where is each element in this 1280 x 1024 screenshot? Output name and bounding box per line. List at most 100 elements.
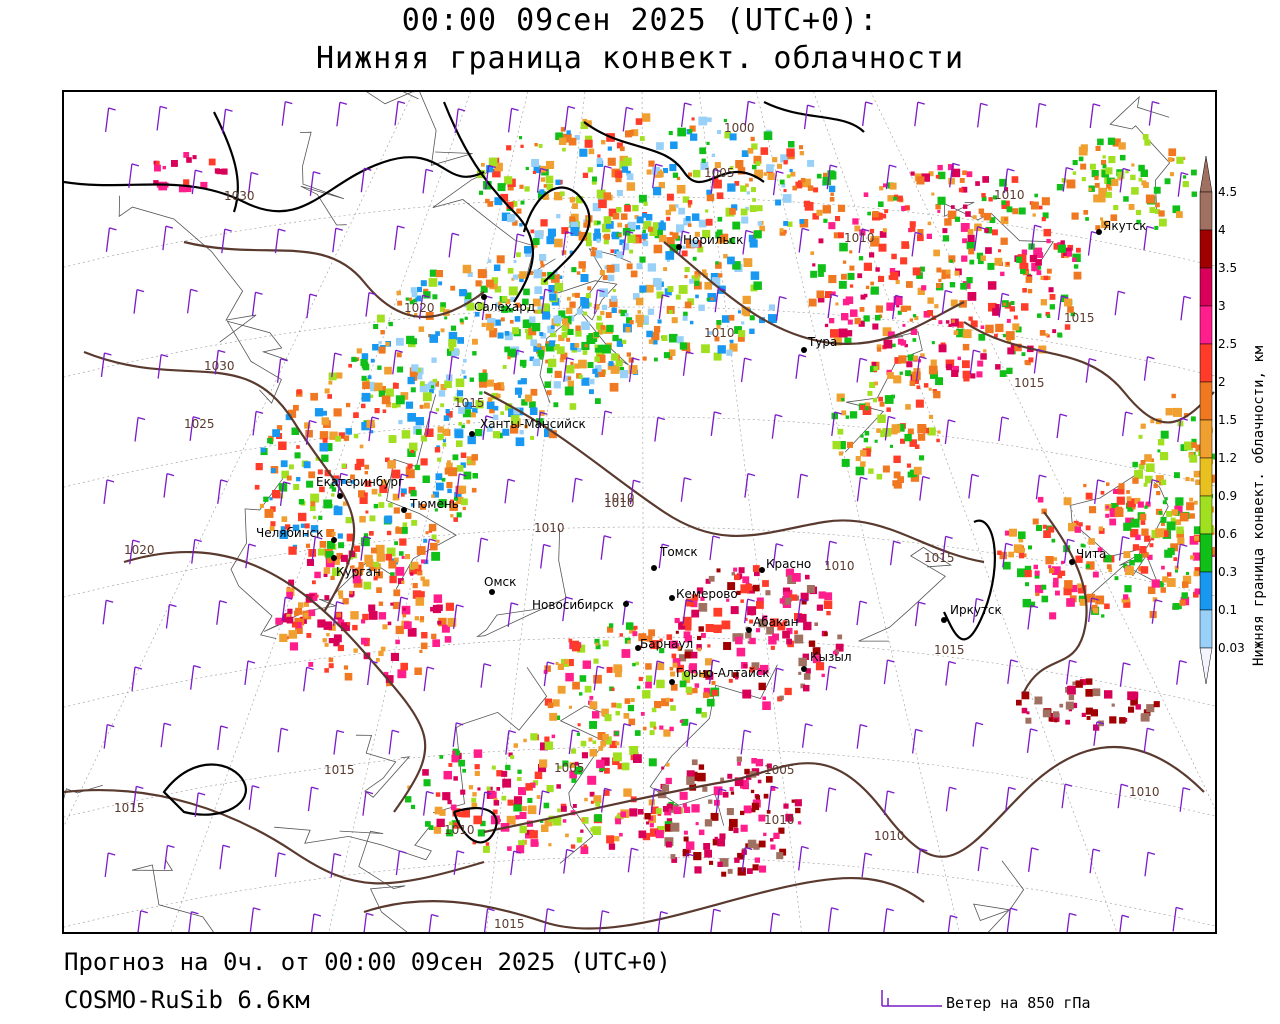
cloud-cell xyxy=(1068,522,1077,532)
cloud-cell xyxy=(786,174,791,179)
cloud-cell xyxy=(967,292,977,301)
wind-barb xyxy=(622,230,634,256)
cloud-cell xyxy=(635,297,644,306)
cloud-cell xyxy=(795,807,801,814)
cloud-cell xyxy=(445,602,454,611)
cloud-cell xyxy=(432,639,440,647)
cloud-cell xyxy=(1153,483,1158,489)
cloud-cell xyxy=(635,118,643,125)
wind-barb xyxy=(709,535,721,561)
cloud-cell xyxy=(742,576,750,584)
wind-barb xyxy=(563,848,574,874)
cloud-cell xyxy=(726,808,734,816)
wind-barb xyxy=(221,228,232,254)
admin-border xyxy=(366,92,473,166)
cloud-cell xyxy=(727,256,735,265)
cloud-cell xyxy=(378,612,387,620)
cloud-cell xyxy=(683,836,689,842)
cloud-cell xyxy=(1070,311,1075,317)
cloud-cell xyxy=(603,736,612,745)
cloud-cell xyxy=(407,417,412,422)
cloud-cell xyxy=(780,154,789,163)
cloud-cell xyxy=(578,359,587,369)
cloud-cell xyxy=(397,300,403,306)
isobar-value-label: 1010 xyxy=(604,496,635,510)
cloud-cell xyxy=(589,791,595,797)
cloud-cell xyxy=(900,340,907,346)
cloud-cell xyxy=(520,144,524,148)
wind-barb xyxy=(944,419,956,445)
isobar-value-label: 1005 xyxy=(704,166,735,180)
cloud-cell xyxy=(1130,691,1139,699)
wind-barb xyxy=(1063,538,1075,564)
cloud-cell xyxy=(756,205,763,212)
cloud-cell xyxy=(489,786,493,791)
isobar-value-label: 1015 xyxy=(324,763,355,777)
cloud-cell xyxy=(695,707,702,714)
cloud-cell xyxy=(798,671,802,675)
cloud-cell xyxy=(397,669,407,679)
cloud-cell xyxy=(869,381,876,388)
cloud-cell xyxy=(1129,559,1135,566)
cloud-cell xyxy=(619,367,624,372)
cloud-cell xyxy=(611,353,619,361)
cloud-cell xyxy=(544,381,551,388)
cloud-cell xyxy=(611,233,615,237)
cloud-cell xyxy=(920,353,925,358)
cloud-cell xyxy=(590,251,596,257)
cloud-cell xyxy=(678,621,687,630)
cloud-cell xyxy=(1080,543,1085,548)
cloud-cell xyxy=(255,463,263,471)
cloud-cell xyxy=(610,249,615,253)
cloud-cell xyxy=(1210,453,1215,460)
cloud-cell xyxy=(456,465,464,472)
cloud-cell xyxy=(599,765,605,772)
cloud-cell xyxy=(324,668,329,673)
cloud-cell xyxy=(364,471,368,475)
cloud-cell xyxy=(304,422,311,429)
cloud-cell xyxy=(844,337,852,345)
cloud-cell xyxy=(1181,592,1188,599)
cloud-cell xyxy=(748,234,757,243)
cloud-cell xyxy=(670,640,678,649)
cloud-cell xyxy=(1060,294,1069,303)
cloud-cell xyxy=(440,403,445,408)
cloud-cell xyxy=(735,636,743,645)
cloud-cell xyxy=(464,316,468,320)
wind-barb xyxy=(393,225,405,251)
cloud-cell xyxy=(773,832,780,839)
cloud-cell xyxy=(716,192,724,200)
cloud-cell xyxy=(1110,214,1118,221)
cloud-cell xyxy=(782,596,791,605)
cloud-cell xyxy=(669,333,678,343)
cloud-cell xyxy=(429,269,437,277)
cloud-cell xyxy=(572,203,578,209)
cloud-cell xyxy=(904,343,908,348)
admin-border xyxy=(131,859,214,932)
cloud-cell xyxy=(691,213,700,221)
cloud-cell xyxy=(337,644,344,652)
wind-barb xyxy=(504,478,516,504)
cloud-cell xyxy=(447,799,452,805)
cloud-cell xyxy=(613,664,622,673)
cloud-cell xyxy=(714,836,718,841)
cloud-cell xyxy=(452,750,457,756)
isobar-labels: 1000100510301020103010251015101010101010… xyxy=(114,121,1160,931)
cloud-cell xyxy=(1067,306,1074,313)
cloud-cell xyxy=(927,297,934,304)
cloud-cell xyxy=(727,582,736,590)
cloud-cell xyxy=(1034,696,1043,705)
cloud-cell xyxy=(372,344,379,351)
cloud-cell xyxy=(1081,177,1086,182)
wind-barb xyxy=(102,599,114,625)
cloud-cell xyxy=(629,808,638,817)
cloud-cell xyxy=(486,322,494,331)
cloud-cell xyxy=(1013,315,1018,320)
cloud-cell xyxy=(1160,452,1169,461)
isobar-value-label: 1015 xyxy=(114,801,145,815)
cloud-cell xyxy=(980,353,987,360)
cloud-cell xyxy=(408,297,413,301)
cloud-cell xyxy=(1080,163,1087,170)
cloud-cell xyxy=(481,322,486,327)
cloud-cell xyxy=(907,428,914,435)
